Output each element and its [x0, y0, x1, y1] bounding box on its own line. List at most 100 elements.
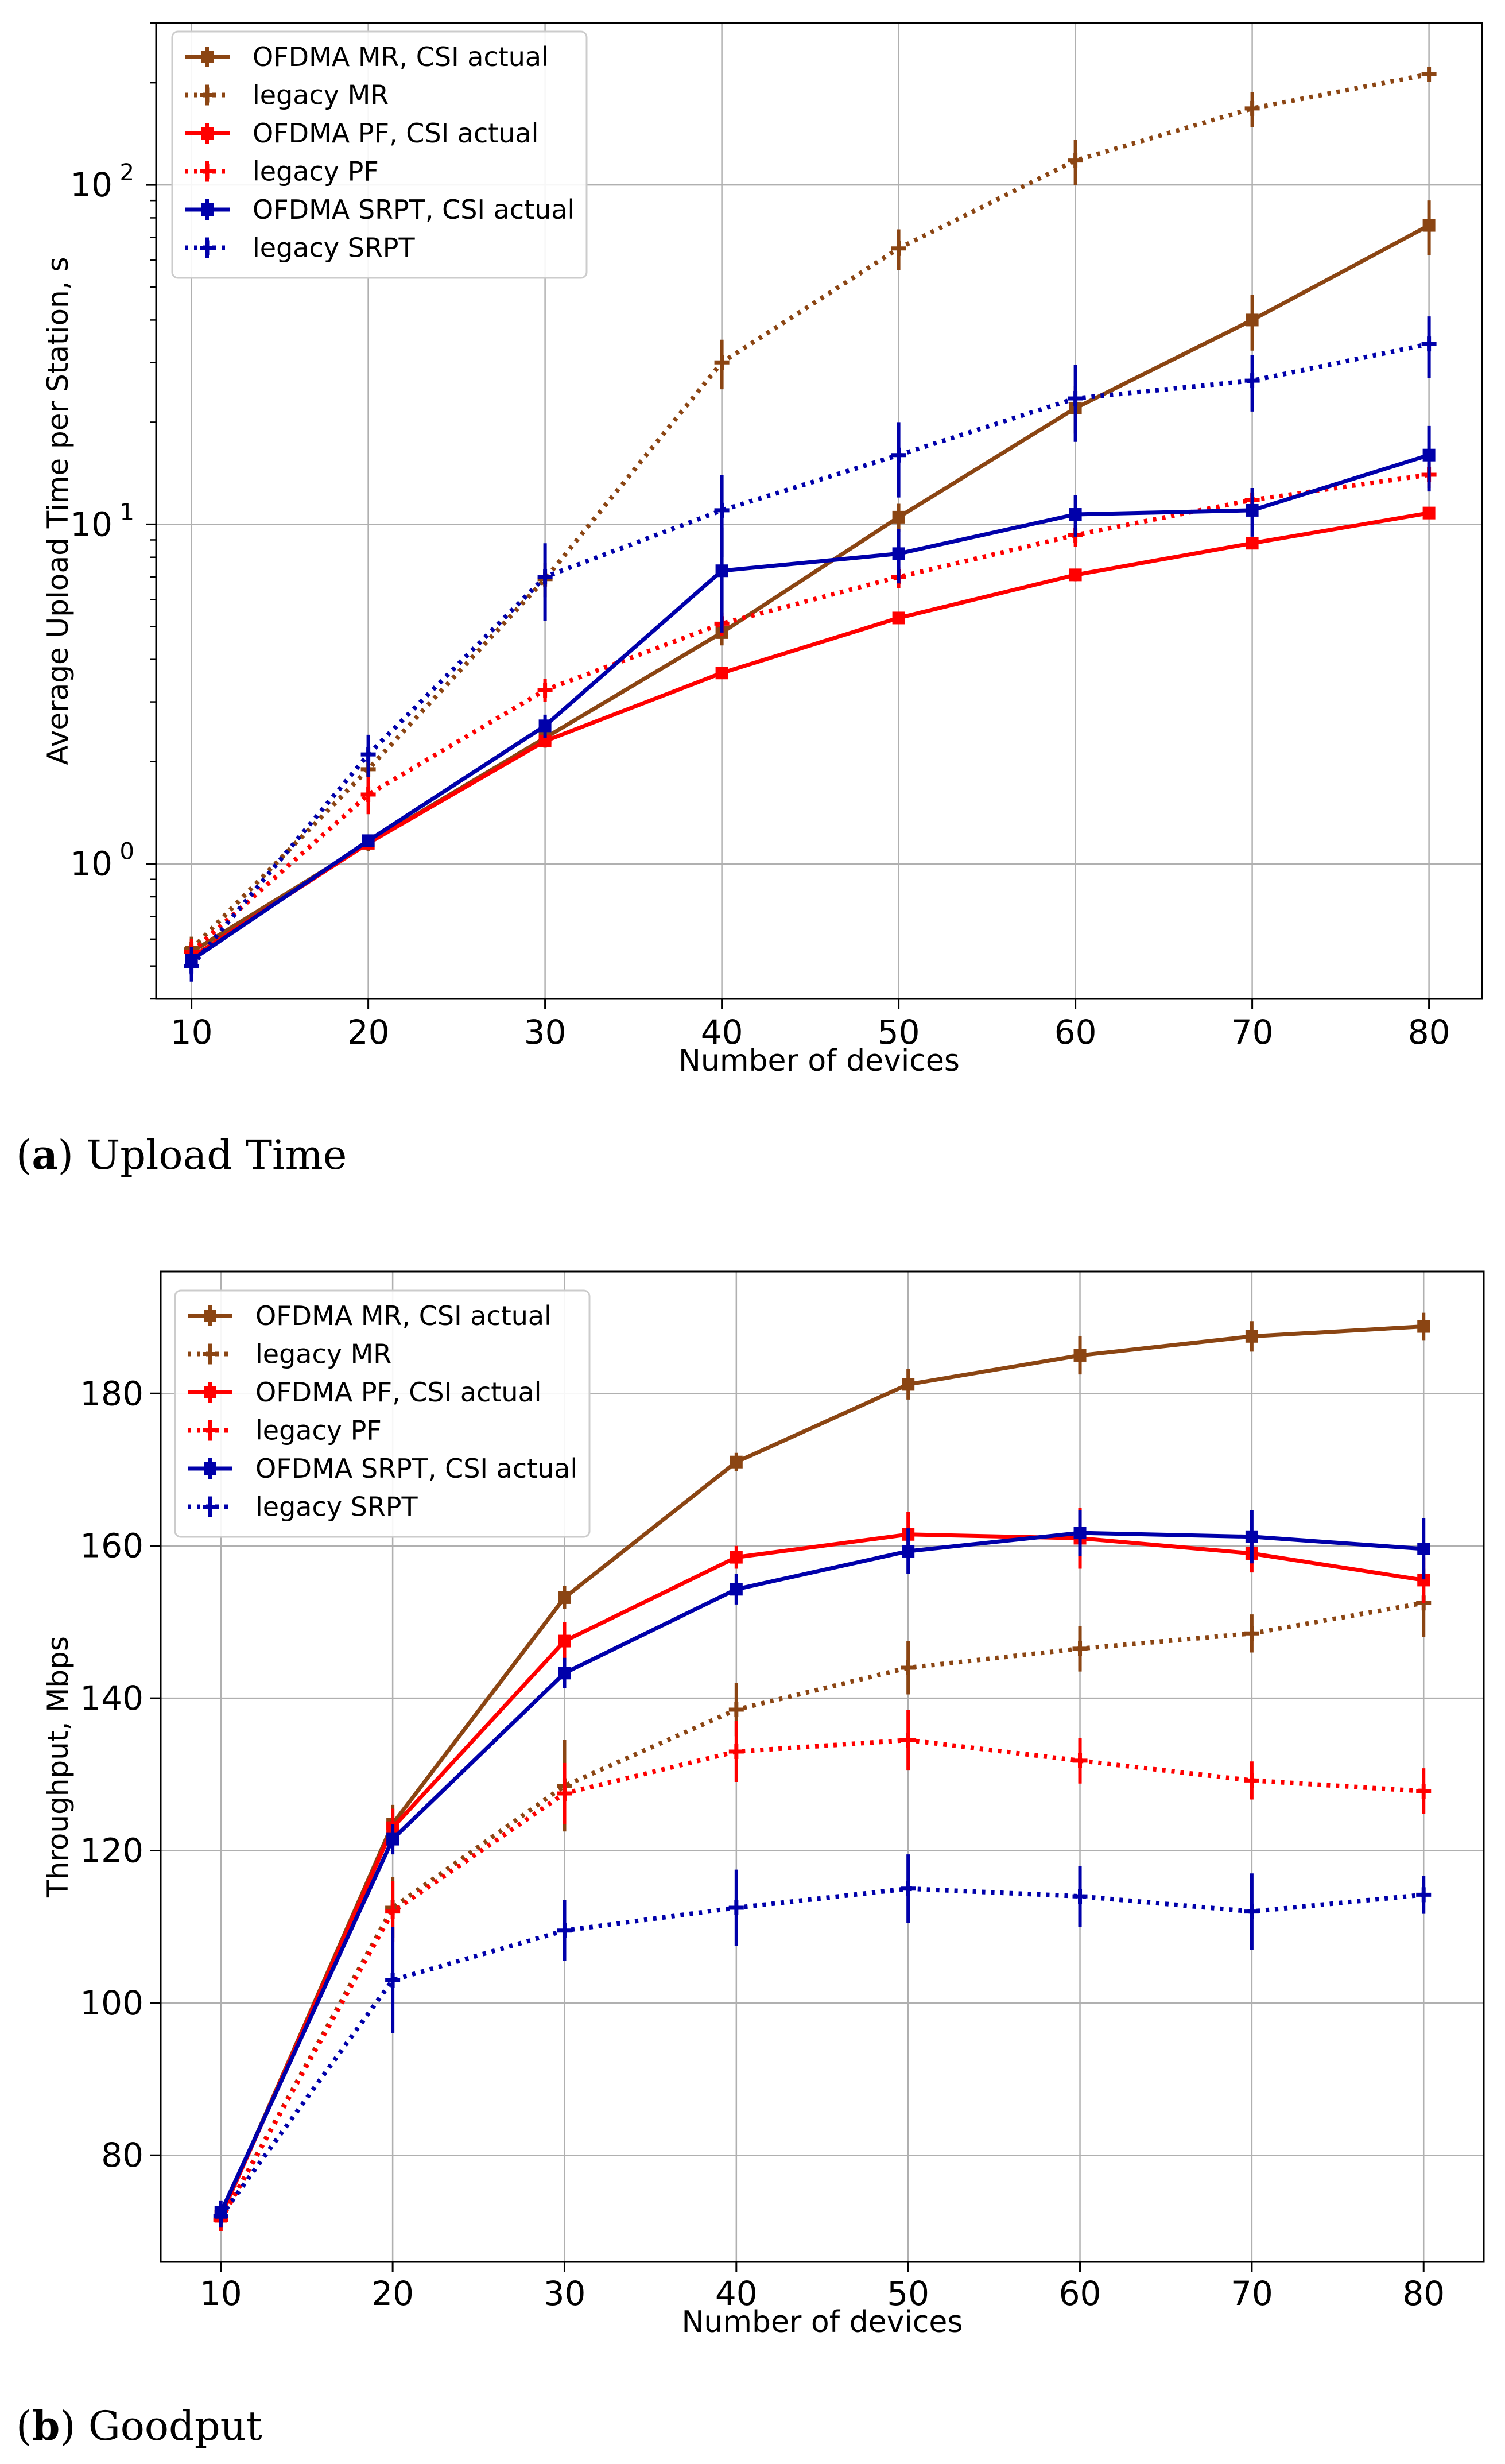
data-point [901, 1733, 916, 1748]
legend-label: OFDMA SRPT, CSI actual [255, 1453, 577, 1484]
legend-label: OFDMA MR, CSI actual [253, 41, 549, 72]
legend-label: OFDMA MR, CSI actual [255, 1300, 552, 1331]
series-5 [213, 1854, 1432, 2228]
tick-label-x: 30 [524, 1013, 567, 1052]
tick-label-y: 80 [101, 2136, 143, 2175]
legend: OFDMA MR, CSI actual legacy MR OFDMA PF, C… [171, 30, 588, 279]
data-point [1422, 219, 1436, 232]
data-point [901, 1881, 916, 1896]
tick-label-x: 70 [1231, 1013, 1274, 1052]
tick-label-y: 120 [80, 1831, 143, 1870]
data-point [1417, 1574, 1430, 1587]
legend-swatch-marker [203, 1499, 218, 1514]
data-point [730, 1455, 743, 1469]
data-point [360, 747, 376, 762]
data-point [1068, 153, 1083, 168]
data-point [728, 1702, 744, 1717]
data-point [385, 1904, 401, 1919]
series-1 [213, 1568, 1432, 2231]
data-point [557, 1785, 572, 1801]
data-point [1416, 1887, 1432, 1903]
data-point [558, 1591, 571, 1604]
legend-label: legacy PF [253, 156, 379, 187]
data-point [1422, 448, 1436, 462]
series-5 [184, 316, 1437, 982]
tick-label-y-exponent: 2 [120, 160, 134, 186]
data-point [902, 1378, 915, 1391]
data-point [184, 958, 199, 974]
data-point [1244, 100, 1260, 116]
data-point [1244, 373, 1260, 389]
data-point [1245, 1330, 1258, 1343]
tick-label-y: 10 [70, 165, 113, 204]
plot-frame [160, 1270, 1485, 2263]
data-point [714, 355, 730, 370]
tick-label-x: 40 [715, 2274, 758, 2313]
data-point [892, 611, 905, 625]
data-point [730, 1583, 743, 1596]
x-axis-label: Number of devices [682, 2305, 963, 2339]
data-point [1417, 1320, 1430, 1333]
legend-swatch-marker [200, 87, 215, 103]
legend-label: OFDMA PF, CSI actual [253, 118, 538, 149]
tick-label-y: 180 [80, 1374, 143, 1413]
legend-label: legacy PF [255, 1415, 382, 1446]
legend-swatch-marker [203, 1423, 218, 1438]
series-line [219, 1324, 1424, 2217]
tick-label-y: 100 [80, 1983, 143, 2023]
caption-upload-time: (a) Upload Time [16, 1131, 347, 1179]
tick-label-x: 70 [1231, 2274, 1273, 2313]
data-point [1244, 1773, 1259, 1788]
caption-goodput: (b) Goodput [16, 2402, 262, 2450]
data-point [1246, 537, 1259, 550]
data-point [715, 667, 728, 680]
data-point [1421, 336, 1437, 352]
tick-label-y: 160 [80, 1527, 143, 1566]
data-point [1246, 503, 1259, 517]
data-point [558, 1667, 571, 1680]
data-point [386, 1832, 399, 1846]
caption-upload-time-label: a [32, 1131, 58, 1179]
tick-label-y: 10 [70, 505, 113, 544]
legend: OFDMA MR, CSI actual legacy MR OFDMA PF, C… [174, 1289, 591, 1538]
tick-label-x: 20 [347, 1013, 390, 1052]
data-point [558, 1634, 571, 1648]
data-point [728, 1744, 744, 1759]
data-point [557, 1923, 572, 1938]
data-point [901, 1660, 916, 1675]
series-line [219, 1738, 1424, 2221]
series-line [190, 223, 1430, 954]
caption-goodput-text: Goodput [88, 2403, 262, 2450]
series-line [219, 1886, 1424, 2218]
tick-label-y-exponent: 0 [120, 839, 134, 865]
data-point [1073, 1527, 1087, 1540]
series-4 [214, 1510, 1430, 2224]
series-0 [185, 200, 1436, 966]
data-point [891, 241, 906, 256]
data-point [1069, 568, 1082, 582]
data-point [362, 834, 375, 847]
data-point [213, 2209, 228, 2224]
caption-upload-time-text: Upload Time [86, 1132, 347, 1179]
legend-label: OFDMA SRPT, CSI actual [253, 194, 575, 225]
data-point [714, 502, 730, 518]
series-3 [213, 1709, 1432, 2231]
tick-label-x: 10 [170, 1013, 213, 1052]
tick-label-x: 80 [1402, 2274, 1445, 2313]
legend-label: legacy SRPT [255, 1491, 418, 1522]
goodput-chart: 10 20 30 40 50 60 70 80 80 100 120 140 160 180 Number … [41, 1270, 1485, 2339]
data-point [537, 683, 553, 698]
data-point [538, 719, 552, 733]
series-line [219, 1531, 1424, 2214]
tick-label-y: 10 [70, 844, 113, 884]
data-point [891, 447, 906, 463]
series-line [219, 1601, 1424, 2221]
data-point [537, 569, 553, 584]
legend-swatch-marker [201, 203, 214, 216]
data-point [1245, 1530, 1258, 1543]
data-point [902, 1544, 915, 1558]
data-point [715, 564, 728, 578]
data-point [1422, 506, 1436, 520]
data-point [1416, 1783, 1432, 1799]
